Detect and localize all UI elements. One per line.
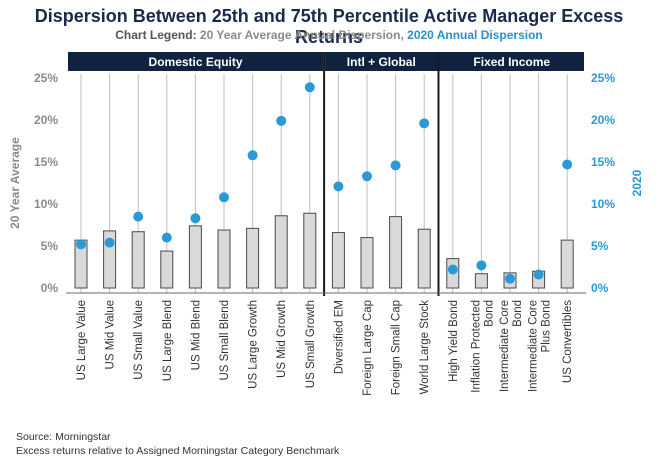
chart-legend: Chart Legend: 20 Year Average Annual Dis… (0, 28, 658, 42)
dot-2020 (76, 239, 86, 250)
category-label: US Small Growth (305, 300, 317, 388)
group-header-label-0: Domestic Equity (149, 55, 243, 69)
category-label-line: Bond (483, 300, 495, 327)
left-tick-label: 5% (41, 239, 59, 253)
bar-20yr-average (217, 229, 231, 289)
bar-20yr-average (360, 237, 374, 289)
category-label-line: Plus Bond (541, 300, 553, 352)
category-label-line: US Convertibles (562, 300, 574, 383)
dot-2020 (362, 171, 372, 182)
right-tick-label: 5% (591, 239, 609, 253)
category-label-line: Bond (512, 300, 524, 327)
right-axis-title: 2020 (630, 169, 644, 196)
dot-2020 (390, 160, 401, 171)
group-header-2 (439, 52, 584, 71)
category-label-line: Inflation Protected (470, 300, 482, 393)
category-label-line: US Mid Value (105, 300, 117, 369)
right-tick-label: 10% (591, 197, 615, 211)
bar-20yr-average (474, 273, 488, 289)
dot-2020 (447, 264, 458, 275)
category-label: US Large Value (76, 300, 88, 380)
dot-2020 (104, 237, 115, 248)
chart-title: Dispersion Between 25th and 75th Percent… (34, 6, 624, 47)
dot-2020 (133, 211, 144, 222)
category-label: High Yield Bond (448, 300, 460, 382)
left-tick-label: 20% (34, 113, 58, 127)
bar-20yr-average (560, 239, 574, 289)
category-label-line: US Mid Growth (276, 300, 288, 378)
category-label-line: Intermediate Core (528, 300, 540, 392)
category-label: US Mid Growth (276, 300, 288, 378)
category-label-line: Intermediate Core (499, 300, 511, 392)
dot-2020 (304, 82, 315, 93)
category-label: US Small Value (133, 300, 145, 380)
dot-2020 (219, 192, 229, 203)
dot-2020 (333, 181, 344, 192)
category-label: Inflation ProtectedBond (470, 300, 495, 393)
footer-note: Excess returns relative to Assigned Morn… (16, 445, 340, 457)
category-label-line: US Small Growth (305, 300, 317, 388)
left-tick-label: 25% (34, 71, 58, 85)
footer-source: Source: Morningstar (16, 431, 111, 443)
bar-20yr-average (131, 231, 145, 289)
dot-2020 (276, 115, 287, 126)
bar-20yr-average (246, 227, 260, 289)
right-tick-label: 15% (591, 155, 615, 169)
left-tick-label: 0% (41, 281, 59, 295)
category-label: US Convertibles (562, 300, 574, 383)
legend-separator: , (400, 28, 404, 42)
left-tick-label: 10% (34, 197, 58, 211)
category-label-line: US Large Blend (162, 300, 174, 381)
right-tick-label: 25% (591, 71, 615, 85)
group-header-label-1: Intl + Global (347, 55, 416, 69)
legend-2020: 2020 Annual Dispersion (407, 28, 543, 42)
legend-20yr-average: 20 Year Average Annual Dispersion (199, 28, 401, 42)
category-label-line: US Mid Blend (190, 300, 202, 370)
category-label: US Small Blend (219, 300, 231, 381)
category-label: World Large Stock (419, 300, 431, 395)
bar-20yr-average (417, 228, 431, 289)
category-label: Foreign Large Cap (362, 300, 374, 396)
category-label-line: Foreign Large Cap (362, 300, 374, 396)
category-label-line: US Large Value (76, 300, 88, 380)
group-header-label-2: Fixed Income (473, 55, 550, 69)
right-tick-label: 0% (591, 281, 609, 295)
category-label: US Mid Blend (190, 300, 202, 370)
group-header-1 (325, 52, 438, 71)
bar-20yr-average (274, 215, 288, 289)
category-label: US Mid Value (105, 300, 117, 369)
dot-2020 (562, 159, 573, 170)
category-label: US Large Growth (248, 300, 260, 389)
dot-2020 (161, 232, 172, 243)
category-label-line: US Small Value (133, 300, 145, 380)
category-label-line: High Yield Bond (448, 300, 460, 382)
left-axis-title: 20 Year Average (8, 137, 22, 229)
dot-2020 (190, 213, 201, 224)
category-label-line: US Small Blend (219, 300, 231, 381)
bar-20yr-average (188, 225, 202, 289)
right-tick-label: 20% (591, 113, 615, 127)
category-label: Intermediate CoreBond (499, 300, 524, 392)
left-tick-label: 15% (34, 155, 58, 169)
legend-prefix: Chart Legend: (115, 28, 197, 42)
bar-20yr-average (389, 216, 403, 289)
dot-2020 (419, 118, 430, 129)
bar-20yr-average (303, 212, 317, 289)
category-label: Diversified EM (333, 300, 345, 374)
category-label-line: Foreign Small Cap (391, 300, 403, 395)
category-label-line: World Large Stock (419, 300, 431, 395)
category-label: Foreign Small Cap (391, 300, 403, 395)
dot-2020 (533, 269, 544, 280)
group-header-0 (68, 52, 324, 71)
category-label-line: Diversified EM (333, 300, 345, 374)
category-label: US Large Blend (162, 300, 174, 381)
dot-2020 (505, 273, 515, 284)
bar-20yr-average (331, 232, 345, 289)
dot-2020 (247, 150, 258, 161)
dot-2020 (476, 260, 487, 271)
category-label-line: US Large Growth (248, 300, 260, 389)
bar-20yr-average (160, 250, 174, 289)
category-label: Intermediate CorePlus Bond (528, 300, 553, 392)
